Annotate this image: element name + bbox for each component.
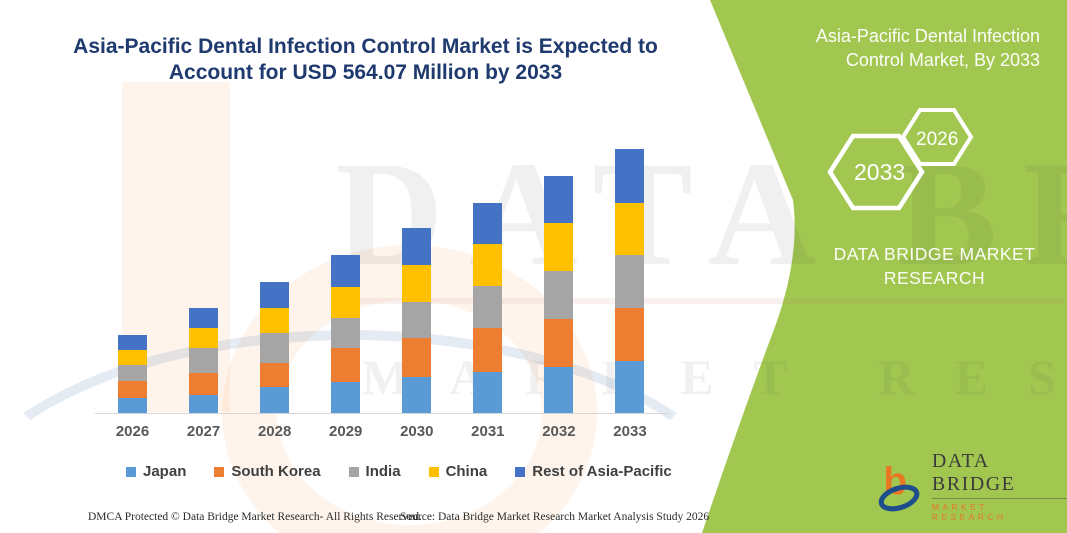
bar-segment-china-2031 [473,244,503,286]
legend-item-rest-of-asia-pacific: Rest of Asia-Pacific [515,463,672,480]
x-axis-label-2033: 2033 [613,423,647,440]
bar-segment-rest-of-asia-pacific-2032 [544,176,574,223]
bar-segment-china-2029 [331,287,361,318]
x-axis-label-2031: 2031 [471,423,505,440]
legend-label-rest-of-asia-pacific: Rest of Asia-Pacific [532,463,672,480]
copyright-notice: DMCA Protected © Data Bridge Market Rese… [88,511,422,523]
bar-segment-rest-of-asia-pacific-2031 [473,203,503,244]
stacked-bar-2030 [402,228,432,413]
logo-tagline: MARKET RESEARCH [931,502,1007,522]
bar-segment-japan-2028 [260,387,290,413]
bar-segment-japan-2026 [118,398,147,413]
logo-b-glyph: b [883,460,907,503]
bar-segment-rest-of-asia-pacific-2027 [189,308,219,328]
bar-segment-japan-2032 [544,367,574,413]
stacked-bar-2026 [118,335,147,413]
side-panel-heading-line2: Control Market, By 2033 [845,50,1040,70]
bar-segment-japan-2031 [473,372,503,413]
legend-item-south-korea: South Korea [214,463,321,480]
logo-text-block: DATA BRIDGE MARKET RESEARCH [931,450,1067,522]
hexagon-2026 [900,108,974,166]
bar-segment-india-2027 [189,348,219,373]
chart-title-line1: Asia-Pacific Dental Infection Control Ma… [73,35,658,58]
year-hexagons: 2033 2026 [827,108,974,211]
legend-swatch-china [428,466,439,477]
bar-segment-india-2029 [331,318,361,348]
bar-segment-india-2028 [260,333,290,363]
stacked-bar-2027 [189,308,219,413]
bar-segment-south-korea-2026 [118,381,147,398]
brand-text: DATA BRIDGE MARKET RESEARCH [833,244,1036,288]
hexagon-2033-label: 2033 [854,159,905,185]
legend-label-south-korea: South Korea [231,463,321,480]
bar-segment-south-korea-2028 [260,363,290,387]
x-axis-line [95,413,668,414]
bar-segment-china-2033 [615,203,645,255]
legend-item-china: China [428,463,488,480]
bar-segment-india-2031 [473,286,503,328]
legend-swatch-japan [126,466,136,477]
stacked-bar-2032 [544,176,574,413]
x-axis-label-2032: 2032 [542,423,576,440]
x-axis-label-2028: 2028 [257,423,292,440]
bar-segment-china-2030 [402,265,432,302]
bar-segment-rest-of-asia-pacific-2029 [331,255,361,287]
source-note: Source: Data Bridge Market Research Mark… [400,511,710,523]
hexagon-2033 [827,133,925,211]
legend-label-japan: Japan [143,463,187,480]
bar-segment-india-2032 [544,271,574,319]
stacked-bar-2029 [331,255,361,413]
legend: Japan South Korea India China Rest of Asia-P… [126,463,672,480]
bar-segment-south-korea-2029 [331,348,361,382]
logo-d-swoosh [878,484,920,512]
bar-segment-china-2026 [118,350,147,365]
side-panel-heading: Asia-Pacific Dental Infection Control Ma… [760,24,1040,72]
bar-segment-south-korea-2032 [544,319,574,367]
logo-divider [931,498,1067,499]
stacked-bar-2033 [615,149,645,413]
bar-segment-rest-of-asia-pacific-2030 [402,228,432,265]
bar-segment-japan-2027 [189,395,219,413]
legend-item-japan: Japan [126,463,186,480]
bar-segment-rest-of-asia-pacific-2028 [260,282,290,308]
bar-segment-india-2033 [615,255,645,308]
data-bridge-logo-icon: b [878,460,920,512]
legend-label-china: China [445,463,488,480]
bar-segment-south-korea-2033 [615,308,645,361]
bar-segment-india-2030 [402,302,432,338]
bar-segment-china-2032 [544,223,574,271]
bar-segment-india-2026 [118,365,147,381]
green-panel-shape [702,0,1067,533]
x-axis-label-2029: 2029 [329,423,363,440]
logo-name: DATA BRIDGE [931,450,1016,495]
chart-title: Asia-Pacific Dental Infection Control Ma… [58,34,673,86]
data-bridge-logo: b DATA BRIDGE MARKET RESEARCH [876,450,1067,522]
chart-title-line2: Account for USD 564.07 Million by 2033 [168,61,563,84]
hexagon-2026-label: 2026 [916,129,958,150]
legend-item-india: India [348,463,401,480]
legend-swatch-rest-of-asia-pacific [515,466,526,477]
legend-swatch-south-korea [214,466,225,477]
bar-segment-south-korea-2030 [402,338,432,377]
stacked-bar-2031 [473,203,503,413]
plot-area: 2026 2027 2028 2029 2030 2031 2032 2033 [95,149,668,440]
x-axis-label-2030: 2030 [400,423,434,440]
bar-segment-japan-2029 [331,382,361,413]
legend-label-india: India [365,463,401,480]
side-panel-heading-line1: Asia-Pacific Dental Infection [815,26,1040,46]
x-axis-label-2026: 2026 [115,423,150,440]
bar-segment-china-2027 [189,328,219,348]
bar-segment-south-korea-2027 [189,373,219,395]
legend-swatch-india [348,466,359,477]
x-axis-label-2027: 2027 [186,423,221,440]
bar-segment-rest-of-asia-pacific-2033 [615,149,645,203]
stacked-bar-2028 [260,282,290,413]
bar-segment-japan-2030 [402,377,432,413]
bar-segment-china-2028 [260,308,290,333]
bar-segment-japan-2033 [615,361,645,413]
bar-segment-south-korea-2031 [473,328,503,372]
bar-segment-rest-of-asia-pacific-2026 [118,335,147,350]
